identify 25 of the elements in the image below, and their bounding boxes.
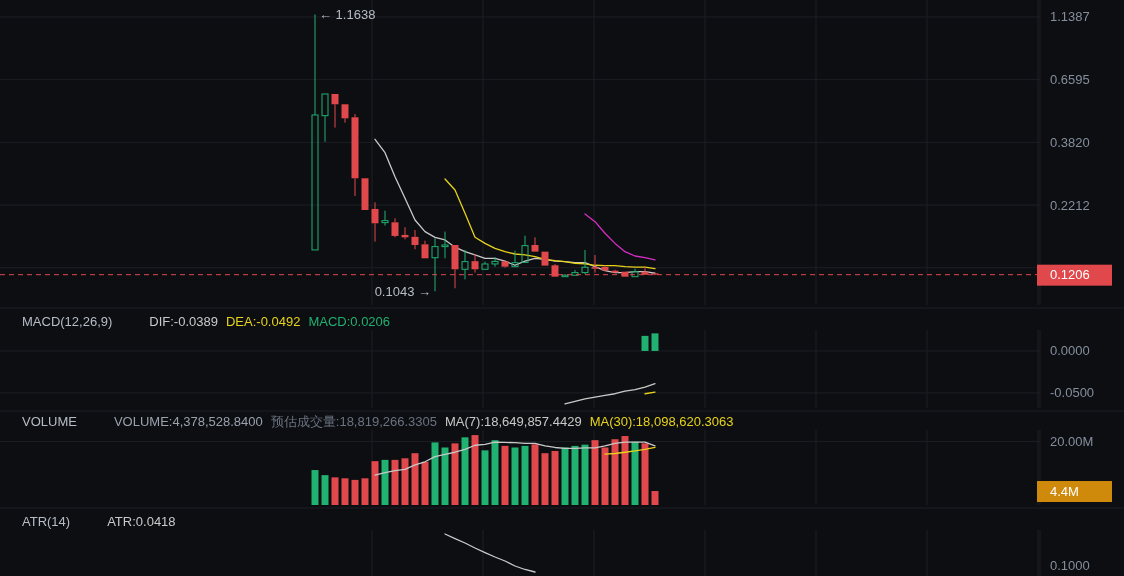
text: MACD:0.0206 <box>308 313 391 329</box>
text: ATR:0.0418 <box>107 513 176 529</box>
price-tag: 4.4M <box>1037 481 1112 502</box>
chart-title: VOLUME <box>22 413 78 429</box>
ref-line-label: 0.1206 <box>1050 267 1090 283</box>
y-tick-label: 0.0000 <box>1050 343 1090 359</box>
y-tick-label: -0.0500 <box>1050 385 1095 401</box>
chart-title: MACD(12,26,9) <box>22 313 113 329</box>
annotation: 0.1043 → <box>374 283 431 299</box>
text: MA(30):18,098,620.3063 <box>589 413 734 429</box>
y-tick-label: 0.3820 <box>1050 134 1090 150</box>
annotation: ← 1.1638 <box>319 6 376 22</box>
y-tick-label: 1.1387 <box>1050 9 1090 25</box>
text: DEA:-0.0492 <box>225 313 301 329</box>
y-tick-label: 4.4M <box>1050 483 1079 499</box>
y-tick-label: 0.2212 <box>1050 197 1090 213</box>
series-label: MA(7):18,649,857.4429 <box>445 413 582 429</box>
y-tick-label: 0.6595 <box>1050 72 1090 88</box>
price-tag: 0.1206 <box>1037 264 1112 286</box>
y-tick-label: 20.00M <box>1050 433 1094 449</box>
text: 预估成交量:18,819,266.3305 <box>270 413 438 429</box>
chart-title: ATR(14) <box>22 513 71 529</box>
text: VOLUME:4,378,528.8400 <box>113 413 263 429</box>
text: 0.1000 <box>1050 557 1090 573</box>
text: DIF:-0.0389 <box>149 313 218 329</box>
